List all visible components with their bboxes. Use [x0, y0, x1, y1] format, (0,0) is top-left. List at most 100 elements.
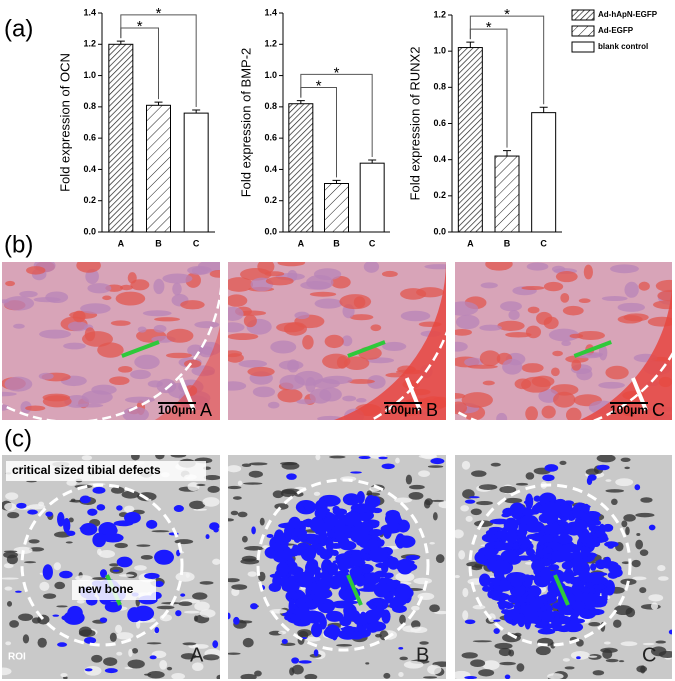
ct-detail	[178, 601, 193, 606]
tissue-detail	[479, 350, 501, 367]
tissue-detail	[270, 340, 297, 354]
ct-detail	[371, 507, 383, 514]
ct-detail	[228, 612, 231, 620]
ct-detail	[202, 497, 220, 507]
ct-detail	[313, 649, 319, 657]
tissue-detail	[502, 358, 523, 375]
ct-detail	[121, 490, 140, 499]
tissue-detail	[38, 372, 54, 380]
ct-detail	[15, 590, 22, 593]
tissue-detail	[238, 360, 268, 368]
ct-detail	[423, 676, 438, 679]
ct-detail	[199, 581, 214, 585]
ct-detail	[193, 615, 198, 622]
tissue-detail	[560, 292, 570, 303]
ct-detail	[65, 541, 73, 544]
new-bone-region	[561, 561, 574, 570]
ct-detail	[313, 491, 321, 496]
y-tick-label: 1.2	[264, 39, 277, 49]
ct-detail	[52, 614, 60, 617]
caption: new bone	[78, 582, 134, 596]
ct-detail	[22, 634, 30, 644]
tissue-detail	[25, 405, 46, 411]
new-bone-region	[604, 541, 619, 548]
ct-detail	[642, 642, 655, 646]
ct-detail	[284, 614, 291, 621]
ct-detail	[237, 511, 248, 518]
new-bone-region	[490, 592, 510, 602]
tissue-detail	[309, 388, 332, 404]
ct-detail	[559, 460, 567, 465]
tissue-detail	[480, 282, 498, 289]
new-bone-region	[492, 584, 501, 591]
error-bar	[503, 150, 511, 157]
ct-detail	[272, 490, 284, 499]
ct-detail	[465, 515, 473, 522]
image-label: C	[652, 400, 665, 420]
ct-detail	[199, 609, 216, 618]
ct-detail	[620, 457, 631, 462]
ct-detail	[623, 514, 636, 522]
histology-image: 100μm B	[228, 262, 446, 420]
new-bone-region	[287, 589, 298, 604]
caption: critical sized tibial defects	[12, 463, 161, 477]
ct-detail	[205, 534, 210, 540]
tissue-detail	[624, 281, 639, 298]
ct-detail	[155, 455, 165, 460]
ct-detail	[455, 575, 460, 579]
ct-detail	[258, 571, 266, 582]
tissue-detail	[526, 262, 549, 271]
caption-bg	[72, 580, 156, 600]
ct-detail	[315, 455, 321, 461]
arrow	[631, 377, 648, 411]
new-bone-region	[317, 549, 339, 557]
ct-detail	[249, 462, 268, 466]
ct-detail	[419, 641, 429, 645]
ct-detail	[182, 642, 197, 646]
ct-detail	[585, 468, 599, 476]
ct-detail	[291, 664, 304, 675]
new-bone-region	[273, 529, 285, 545]
tissue-detail	[137, 326, 147, 333]
ct-detail	[336, 644, 352, 647]
new-bone-region	[590, 563, 597, 571]
image-label: B	[426, 400, 438, 420]
tissue-detail	[67, 321, 88, 332]
ct-detail	[462, 610, 469, 621]
ct-detail	[431, 499, 445, 502]
ct-detail	[4, 586, 13, 591]
new-bone-region	[510, 503, 523, 520]
ct-detail	[468, 496, 480, 499]
new-bone-region	[488, 526, 503, 532]
ct-detail	[9, 620, 19, 628]
ct-detail	[127, 659, 145, 669]
ct-detail	[151, 530, 170, 533]
tissue-detail	[277, 262, 306, 267]
new-bone-region	[67, 605, 83, 620]
ct-detail	[432, 512, 438, 521]
ct-detail	[92, 486, 106, 494]
tissue-detail	[183, 359, 202, 368]
ct-detail	[430, 458, 445, 465]
ct-detail	[3, 563, 14, 569]
new-bone-region	[306, 537, 321, 545]
new-bone-region	[350, 496, 358, 501]
ct-detail	[395, 572, 415, 582]
legend-swatch	[571, 9, 595, 21]
y-tick-label: 1.2	[83, 39, 96, 49]
ct-detail	[232, 496, 242, 500]
new-bone-region	[589, 511, 597, 521]
new-bone-region	[328, 567, 339, 576]
tissue-detail	[525, 406, 538, 420]
tissue-detail	[551, 265, 566, 273]
ct-detail	[241, 535, 248, 543]
ct-detail	[547, 673, 564, 679]
tissue-detail	[314, 298, 343, 309]
ct-detail	[84, 636, 97, 644]
tissue-detail	[617, 315, 643, 324]
ct-detail	[605, 479, 612, 482]
ct-detail	[410, 626, 428, 634]
new-bone-region	[538, 621, 549, 626]
new-bone-region	[96, 504, 106, 511]
new-bone-region	[540, 502, 563, 517]
